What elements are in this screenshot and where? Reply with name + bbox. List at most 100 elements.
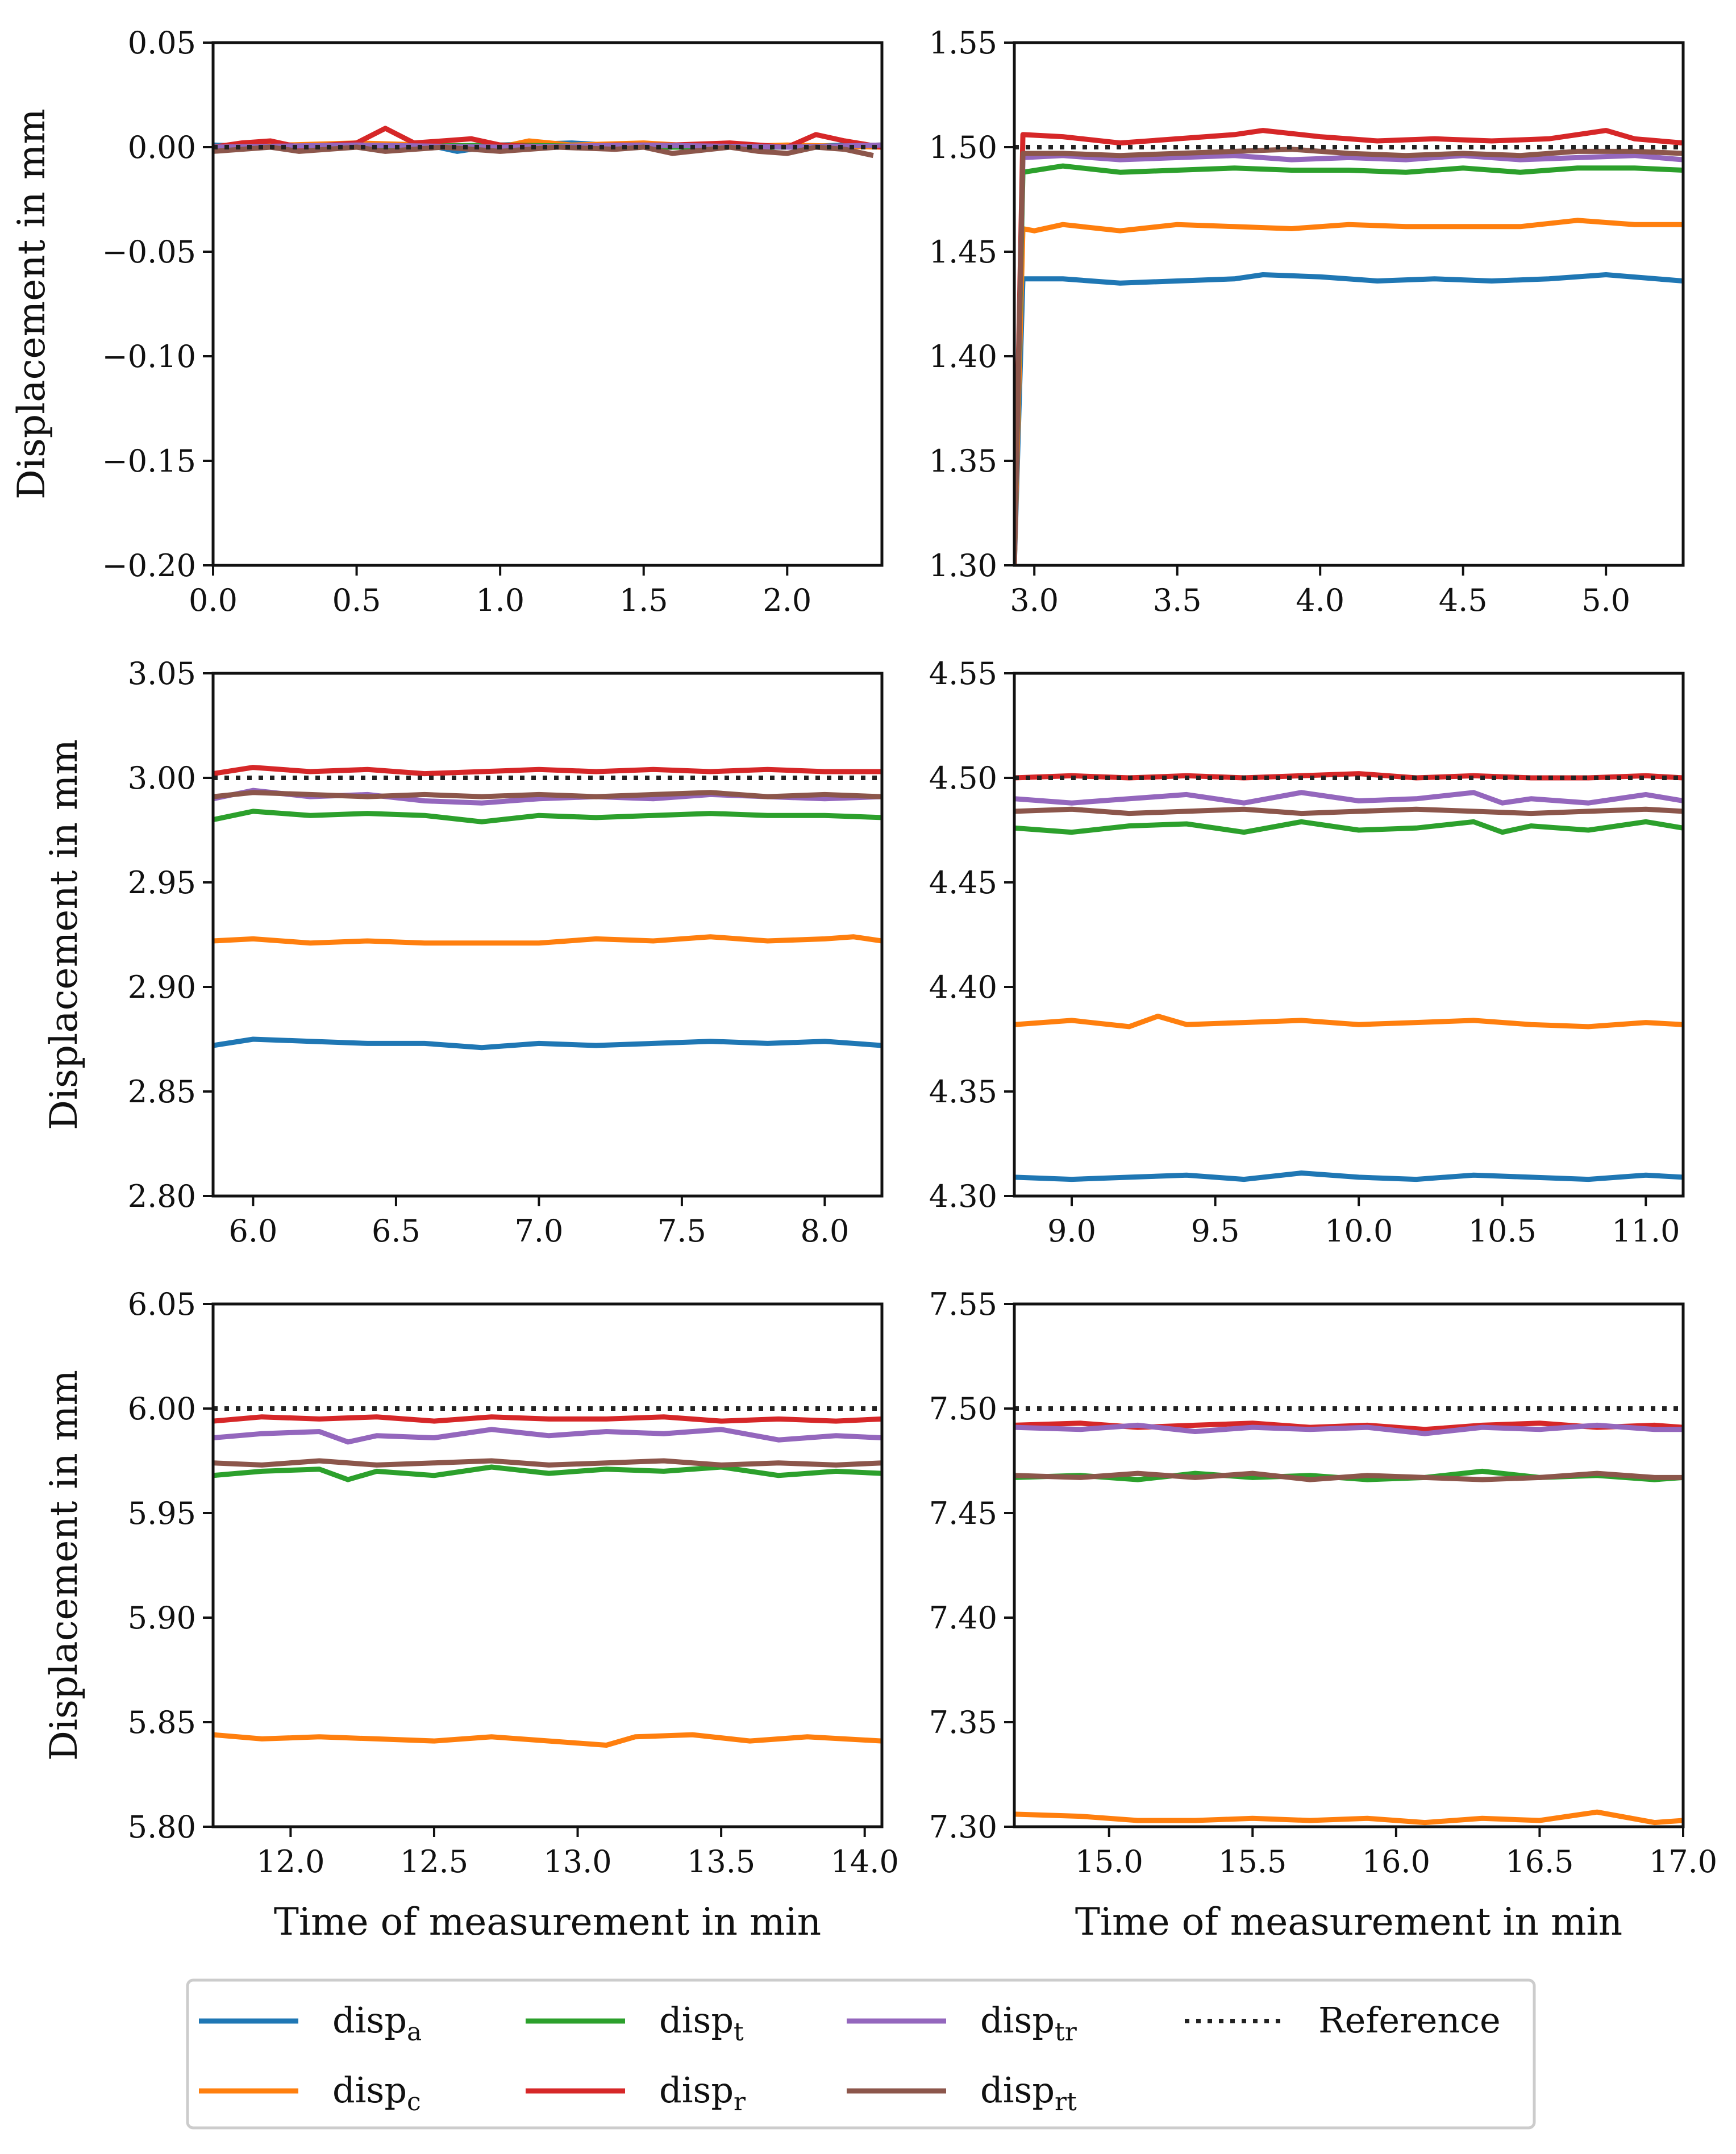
y-tick-label: 0.00	[128, 130, 196, 165]
y-tick-label: 4.30	[929, 1178, 997, 1214]
x-tick-label: 8.0	[800, 1213, 849, 1249]
y-tick-label: 7.50	[929, 1391, 997, 1427]
x-tick-label: 17.0	[1649, 1844, 1717, 1880]
legend-label: dispa	[332, 1999, 422, 2047]
x-tick-label: 15.5	[1218, 1844, 1287, 1880]
x-tick-label: 4.0	[1296, 582, 1344, 618]
x-axis-label: Time of measurement in min	[1075, 1900, 1622, 1944]
series-disp-t	[1014, 819, 1683, 835]
legend-item-disp-t: dispt	[526, 1999, 744, 2047]
x-tick-label: 12.0	[256, 1844, 324, 1880]
legend-label: dispc	[332, 2069, 421, 2116]
panel-bottom-left-lines	[213, 1406, 882, 1748]
panel-bottom-right-frame	[1013, 1302, 1685, 1828]
panel-top-left-lines	[213, 126, 882, 159]
series-disp-tr	[1014, 790, 1683, 806]
series-disp-a	[1014, 272, 1683, 565]
panel-middle-right-lines	[1014, 771, 1683, 1182]
y-tick-label: 4.45	[929, 865, 997, 901]
y-axis-label: Displacement in mm	[42, 739, 86, 1130]
x-tick-label: 6.0	[228, 1213, 277, 1249]
y-tick-label: −0.20	[102, 548, 196, 584]
x-tick-label: 16.5	[1505, 1844, 1573, 1880]
x-tick-label: 12.5	[400, 1844, 468, 1880]
series-disp-rt	[1014, 147, 1683, 565]
legend-item-disp-rt: disprt	[847, 2069, 1077, 2116]
x-tick-label: 9.0	[1047, 1213, 1096, 1249]
series-disp-c	[1014, 218, 1683, 565]
panel-middle-right-frame	[1013, 672, 1685, 1198]
x-tick-label: 13.0	[543, 1844, 611, 1880]
x-tick-label: 0.0	[189, 582, 238, 618]
panel-top-right: 3.0 3.5 4.0 4.5 5.0 1.30 1.35 1.40 1.45 1.50 1.55	[929, 25, 1685, 618]
series-disp-a	[1014, 1170, 1683, 1182]
x-tick-label: 2.0	[763, 582, 811, 618]
panel-bottom-right-lines	[1014, 1406, 1683, 1826]
series-disp-c	[1014, 1809, 1683, 1826]
y-tick-label: 1.35	[929, 443, 997, 479]
panel-grid: 0.0 0.5 1.0 1.5 2.0 −0.20 −0.15 −0.10 −0.05 0.00 0…	[10, 25, 1717, 1944]
x-tick-label: 11.0	[1612, 1213, 1680, 1249]
x-tick-label: 9.5	[1191, 1213, 1240, 1249]
panel-middle-left-lines	[213, 765, 882, 1051]
legend-label: dispt	[659, 1999, 744, 2047]
y-tick-label: 4.35	[929, 1074, 997, 1110]
x-axis-label: Time of measurement in min	[274, 1900, 821, 1944]
series-disp-tr	[213, 1427, 882, 1445]
y-tick-label: 6.05	[128, 1286, 196, 1322]
series-disp-r	[213, 1414, 882, 1424]
y-tick-label: 2.95	[128, 865, 196, 901]
series-disp-tr	[1014, 1422, 1683, 1436]
panel-top-right-frame	[1013, 41, 1685, 567]
y-tick-label: 6.00	[128, 1391, 196, 1427]
x-tick-label: 15.0	[1075, 1844, 1143, 1880]
y-tick-label: 5.85	[128, 1705, 196, 1740]
y-tick-label: 2.80	[128, 1178, 196, 1214]
y-tick-label: 0.05	[128, 25, 196, 61]
y-tick-label: 5.95	[128, 1495, 196, 1531]
y-tick-label: 1.40	[929, 339, 997, 374]
y-tick-label: 4.40	[929, 969, 997, 1005]
y-axis-label: Displacement in mm	[10, 109, 53, 499]
x-tick-label: 6.5	[372, 1213, 421, 1249]
series-disp-r	[213, 765, 882, 777]
legend-label: Reference	[1318, 1999, 1501, 2041]
x-tick-label: 10.0	[1325, 1213, 1393, 1249]
y-tick-label: −0.15	[102, 443, 196, 479]
series-disp-tr	[1014, 153, 1683, 565]
y-tick-label: 7.35	[929, 1705, 997, 1740]
y-tick-label: 1.30	[929, 548, 997, 584]
panel-middle-right: 9.0 9.5 10.0 10.5 11.0 4.30 4.35 4.40 4.45 4.50 4.…	[929, 656, 1685, 1249]
series-disp-r	[1014, 128, 1683, 565]
y-tick-label: 4.50	[929, 760, 997, 796]
x-tick-label: 0.5	[332, 582, 381, 618]
panel-middle-left: 6.0 6.5 7.0 7.5 8.0 2.80 2.85 2.90 2.95 3.00 3.05 D…	[42, 656, 884, 1249]
y-tick-label: 1.50	[929, 130, 997, 165]
panel-top-left: 0.0 0.5 1.0 1.5 2.0 −0.20 −0.15 −0.10 −0.05 0.00 0…	[10, 25, 884, 618]
y-tick-label: −0.05	[102, 234, 196, 270]
series-disp-c	[1014, 1014, 1683, 1030]
legend-item-reference: Reference	[1185, 1999, 1501, 2041]
y-tick-label: 1.55	[929, 25, 997, 61]
y-tick-label: 4.55	[929, 656, 997, 691]
y-tick-label: 7.30	[929, 1809, 997, 1845]
y-tick-label: 5.90	[128, 1600, 196, 1636]
x-tick-label: 7.0	[514, 1213, 563, 1249]
series-disp-rt	[213, 790, 882, 799]
x-tick-label: 3.0	[1010, 582, 1059, 618]
panel-bottom-left-frame	[211, 1302, 884, 1828]
legend-item-disp-a: dispa	[199, 1999, 422, 2047]
legend-label: disptr	[980, 1999, 1077, 2047]
y-axis-label: Displacement in mm	[42, 1370, 86, 1761]
x-tick-label: 4.5	[1439, 582, 1488, 618]
y-tick-label: −0.10	[102, 339, 196, 374]
x-tick-label: 1.0	[476, 582, 524, 618]
x-tick-label: 14.0	[831, 1844, 899, 1880]
series-disp-t	[213, 809, 882, 824]
series-disp-rt	[1014, 806, 1683, 816]
series-disp-rt	[213, 1458, 882, 1468]
x-tick-label: 10.5	[1468, 1213, 1537, 1249]
y-tick-label: 7.55	[929, 1286, 997, 1322]
y-tick-label: 7.45	[929, 1495, 997, 1531]
